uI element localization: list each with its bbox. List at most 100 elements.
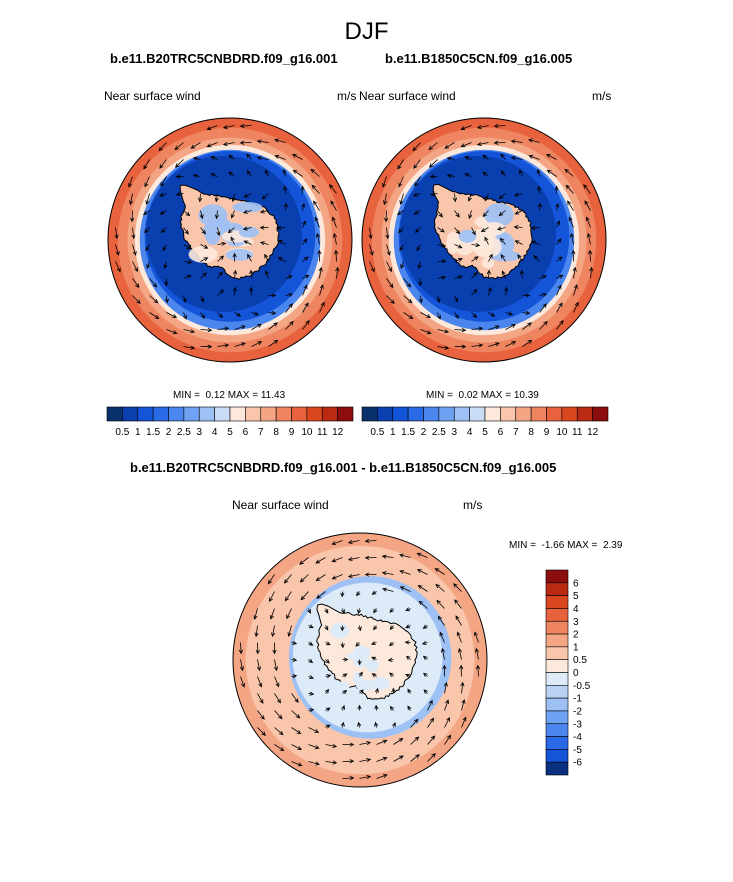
wind-vector [510,139,523,144]
wind-vector [389,625,395,631]
wind-vector [554,185,559,194]
wind-vector [482,210,489,218]
wind-vector [410,736,420,745]
wind-vector [404,640,411,645]
panel-1-colorbar: 0.5 1 1.5 2 2.5 3 4 5 6 7 8 9 10 11 12 [106,406,354,438]
wind-vector [149,295,159,304]
wind-vector [452,193,458,203]
wind-vector [475,664,481,677]
wind-vector [145,244,150,252]
wind-vector [537,185,542,194]
wind-vector [437,227,445,233]
wind-vector [340,642,345,649]
wind-vector [359,758,372,763]
wind-vector [342,776,355,781]
wind-vector [414,227,421,234]
wind-vector [539,292,548,297]
wind-vector [129,193,134,206]
colorbar-swatch [392,406,409,422]
colorbar-tick-label: 5 [482,427,488,438]
wind-vector [589,266,594,279]
wind-vector [214,210,220,220]
wind-vector [418,600,428,609]
colorbar-tick-label: -0.5 [573,681,591,692]
wind-vector [274,693,282,704]
wind-vector [329,184,337,194]
wind-vector [319,284,324,296]
wind-vector [291,727,302,735]
wind-vector [460,125,472,131]
wind-vector [313,200,320,211]
wind-vector [556,302,563,313]
colorbar-swatch [545,761,569,776]
map-border [361,117,607,363]
wind-vector [265,169,269,177]
interior-wind-patch [232,201,263,213]
wind-vector [572,266,577,279]
wind-vector [456,631,462,643]
wind-vector [310,168,320,177]
wind-vector [307,608,311,614]
wind-vector [528,154,540,160]
wind-vector [342,759,355,764]
wind-vector [291,710,301,719]
wind-vector [324,688,330,694]
colorbar-tick-label: -6 [573,758,582,769]
colorbar-tick-label: 4 [573,604,579,615]
wind-vector [183,345,196,350]
wind-vector [132,295,141,305]
wind-vector [471,312,478,319]
wind-vector [159,192,167,197]
colorbar-tick-label: 0.5 [115,427,129,438]
wind-vector [429,192,438,197]
interior-wind-patch [482,221,506,236]
wind-vector [115,244,120,256]
wind-vector [370,641,377,645]
colorbar-tick-label: 0.5 [370,427,384,438]
wind-vector [166,329,178,335]
wind-vector [228,171,235,177]
colorbar-tick-label: 8 [273,427,279,438]
wind-vector [556,220,560,228]
wind-vector [453,583,462,592]
wind-vector [342,689,348,695]
wind-vector [488,325,500,330]
colorbar-swatch [515,406,532,422]
wind-vector [325,724,331,729]
wind-vector [484,236,489,245]
wind-vector [533,255,540,262]
colorbar-tick-label: 2.5 [432,427,446,438]
wind-vector [283,202,288,211]
wind-vector [381,571,394,576]
wind-vector [158,142,167,152]
wind-vector [198,193,203,203]
panel-1-variable-label: Near surface wind [104,89,201,103]
wind-vector [325,674,332,679]
colorbar-swatch [275,406,292,422]
wind-vector [359,689,364,694]
wind-vector [522,339,533,347]
wind-vector [340,721,345,728]
panel-2-min-stat: MIN = 0.02 MAX = 10.39 [426,390,539,401]
wind-vector [514,240,523,245]
wind-vector [277,257,286,262]
map-border [232,532,488,788]
wind-vector [324,625,329,631]
wind-vector [522,293,531,298]
wind-vector [376,739,388,745]
wind-vector [342,673,348,678]
wind-vector [471,288,478,296]
colorbar-tick-label: -2 [573,706,582,717]
wind-vector [429,174,438,179]
wind-vector [471,242,481,248]
wind-vector [257,710,265,720]
wind-vector [442,664,447,677]
wind-vector [143,210,150,216]
colorbar-tick-label: -1 [573,694,582,705]
panel-3-colorbar: 6 5 4 3 21 0.5 0 -0.5 -1-2 -3 -4 -5 -6 [545,569,591,776]
wind-vector [416,552,428,558]
wind-vector [319,301,325,313]
wind-vector [417,261,422,270]
wind-vector [588,249,593,262]
wind-vector [413,210,421,215]
